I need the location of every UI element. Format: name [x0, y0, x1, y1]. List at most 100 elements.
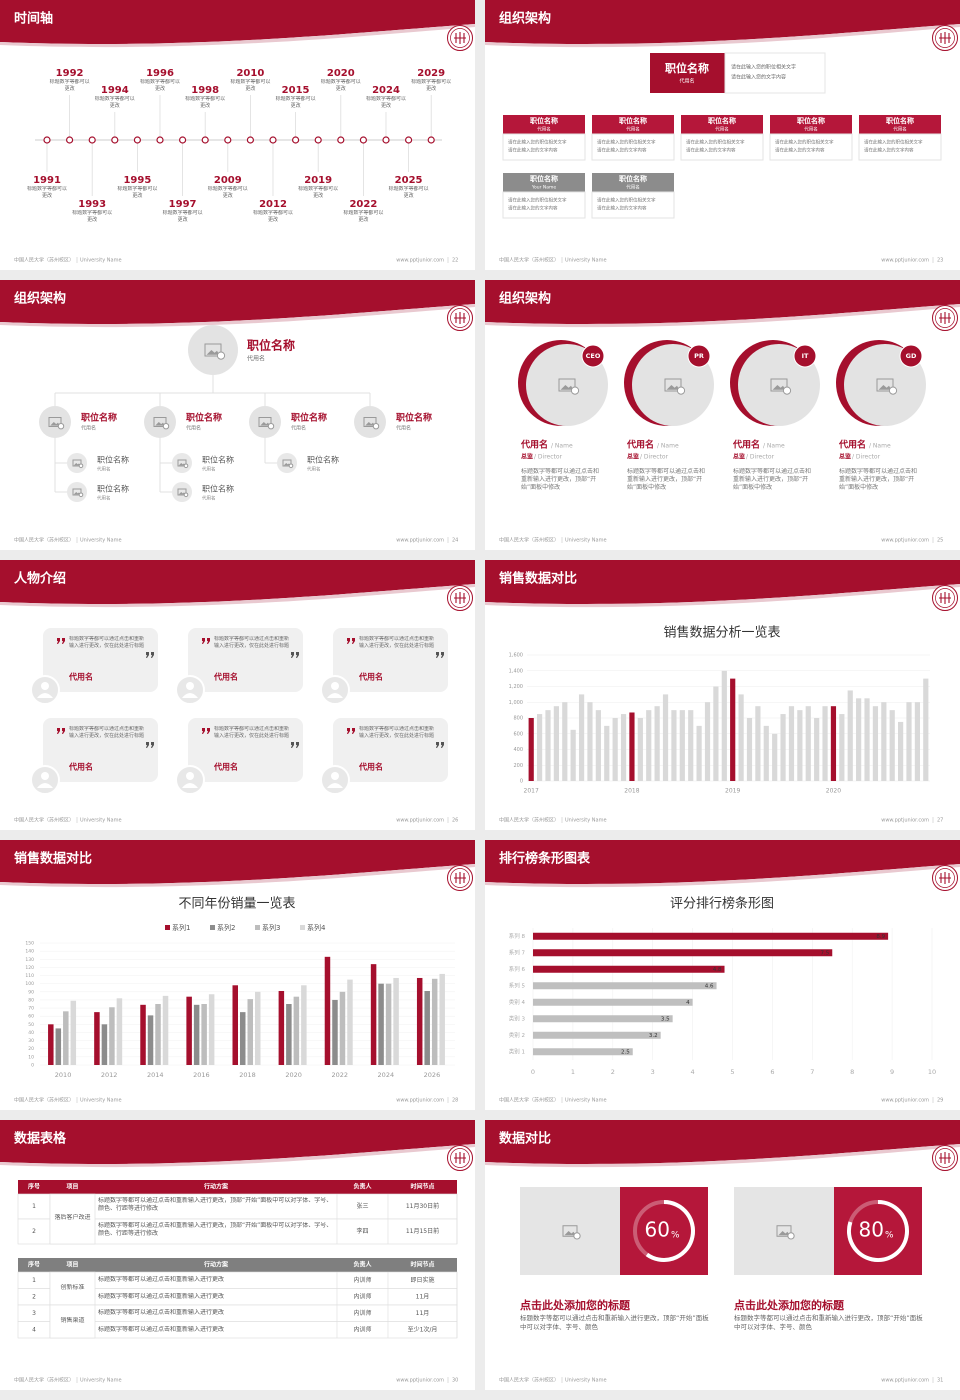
person-role: 总监 [627, 453, 639, 461]
bar [637, 718, 643, 781]
event-year: 1992 [56, 68, 84, 79]
bar [378, 983, 384, 1065]
legend-label: 系列3 [262, 923, 280, 932]
event-text: 标题数字等都可以更改 [298, 186, 339, 199]
table-header-cell: 序号 [27, 1261, 40, 1269]
image-icon-plus [570, 386, 580, 395]
table-cell: 2 [32, 1293, 36, 1300]
legend-swatch [165, 925, 170, 930]
member-title: 职位名称 [97, 455, 129, 465]
avatar-head [331, 682, 339, 690]
chart-title: 不同年份销量一览表 [178, 896, 295, 912]
table-cell: 内训师 [353, 1292, 371, 1300]
timeline-dot [382, 136, 390, 144]
timeline-dot [179, 136, 187, 144]
bar [533, 949, 833, 957]
person-role-en: / Director [746, 454, 775, 461]
x-tick-label: 0 [531, 1068, 535, 1076]
y-tick-label: 20 [28, 1046, 34, 1052]
event-text: 标题数字等都可以更改 [94, 96, 135, 109]
person-desc-box: 标题数字等都可以通过点击和重新输入进行更改，顶部“开始”面板中修改 [521, 468, 599, 491]
slide-title: 数据对比 [499, 1131, 551, 1147]
role-desc-line: 请在此输入您的职位相关文字 [597, 139, 656, 146]
role-title: 职位名称 [619, 174, 647, 183]
person-name-en: / Name [763, 443, 785, 450]
event-text-box: 标题数字等都可以更改 [50, 79, 90, 92]
header-shade [0, 864, 475, 888]
event-text: 标题数字等都可以更改 [185, 96, 226, 109]
footer-url: www.pptjunior.com [881, 1378, 929, 1384]
group-title: 职位名称 [396, 412, 432, 424]
table-cell: 李四 [356, 1227, 368, 1235]
image-icon-mountain [778, 1231, 790, 1236]
image-icon-plus [888, 386, 898, 395]
bar [679, 710, 685, 781]
member-avatar [172, 453, 192, 473]
x-tick-label: 2020 [285, 1071, 302, 1079]
image-icon [72, 459, 82, 467]
bar [162, 995, 169, 1065]
bar [94, 1012, 100, 1065]
quote-card [43, 628, 158, 692]
avatar-body [327, 693, 343, 698]
event-text-box: 标题数字等都可以更改 [185, 96, 226, 109]
table-header-cell: 负责人 [353, 1261, 372, 1269]
bar [101, 1024, 108, 1065]
group-sub: 代用名 [396, 425, 411, 432]
event-year: 1998 [191, 85, 219, 96]
footer-page: 22 [452, 258, 458, 264]
table-cell: 内训师 [353, 1325, 371, 1333]
event-text-box: 标题数字等都可以更改 [208, 186, 248, 199]
header-shade [485, 1144, 960, 1168]
quote-name: 代用名 [68, 672, 93, 682]
table-cell: 3 [32, 1310, 36, 1317]
event-year: 1994 [101, 85, 129, 96]
image-icon-mountain [178, 492, 186, 495]
bar [654, 706, 660, 781]
y-tick-label: 0 [520, 779, 523, 785]
member-title: 职位名称 [202, 484, 234, 494]
bar-value-label: 4 [686, 1000, 690, 1006]
role-desc-line: 请在此输入您的文字内容 [864, 147, 914, 154]
y-tick-label: 类别 3 [509, 1014, 526, 1022]
header-band [0, 1120, 475, 1165]
event-text-box: 标题数字等都可以更改 [343, 210, 383, 223]
table-plan: 标题数字等都可以通过点击和重新输入进行更改，顶部“开始”面板中可以对字体、字号、… [98, 1222, 333, 1238]
role-desc-line: 请在此输入您的职位相关文字 [597, 197, 656, 204]
header-shade [485, 304, 960, 328]
footer-page: 28 [452, 1098, 458, 1104]
logo-mark [454, 32, 466, 44]
group-sub: 代用名 [81, 425, 96, 432]
legend-label: 系列1 [172, 923, 190, 932]
event-year: 1997 [169, 199, 197, 210]
bar [278, 990, 285, 1065]
image-icon [204, 343, 222, 357]
role-desc-line: 请在此输入您的职位相关文字 [864, 139, 923, 146]
bar-value-label: 8.9 [876, 934, 885, 940]
bar [587, 702, 593, 781]
event-year: 2020 [327, 68, 355, 79]
image-icon-mountain [73, 463, 81, 466]
footer-name: University Name [565, 258, 607, 264]
event-text: 标题数字等都可以更改 [26, 186, 67, 199]
bar [562, 702, 568, 781]
footer-url: www.pptjunior.com [396, 818, 444, 824]
slide-title: 时间轴 [14, 11, 53, 27]
quote-card [188, 628, 303, 692]
table-plan-box: 标题数字等都可以通过点击和重新输入进行更改 [98, 1276, 224, 1283]
footer-school: 中国人民大学（苏州校区） [499, 1097, 559, 1104]
y-tick-label: 类别 4 [509, 998, 526, 1006]
table-plan: 标题数字等都可以通过点击和重新输入进行更改，顶部“开始”面板中可以对字体、字号、… [98, 1197, 333, 1213]
timeline-dot [292, 136, 300, 144]
table-cell: 内训师 [353, 1276, 371, 1284]
top-role-title: 职位名称 [247, 338, 295, 353]
table-cell: 2 [32, 1228, 36, 1235]
table-header-cell: 负责人 [353, 1183, 372, 1191]
logo-ring [450, 1148, 470, 1168]
quote-text-box: 标题数字等都可以通过点击和重新输入进行更改，仅在此处进行标题 [214, 726, 289, 739]
group-title: 职位名称 [186, 412, 222, 424]
role-desc-line: 请在此输入您的文字内容 [775, 147, 825, 154]
y-tick-label: 150 [25, 941, 34, 947]
